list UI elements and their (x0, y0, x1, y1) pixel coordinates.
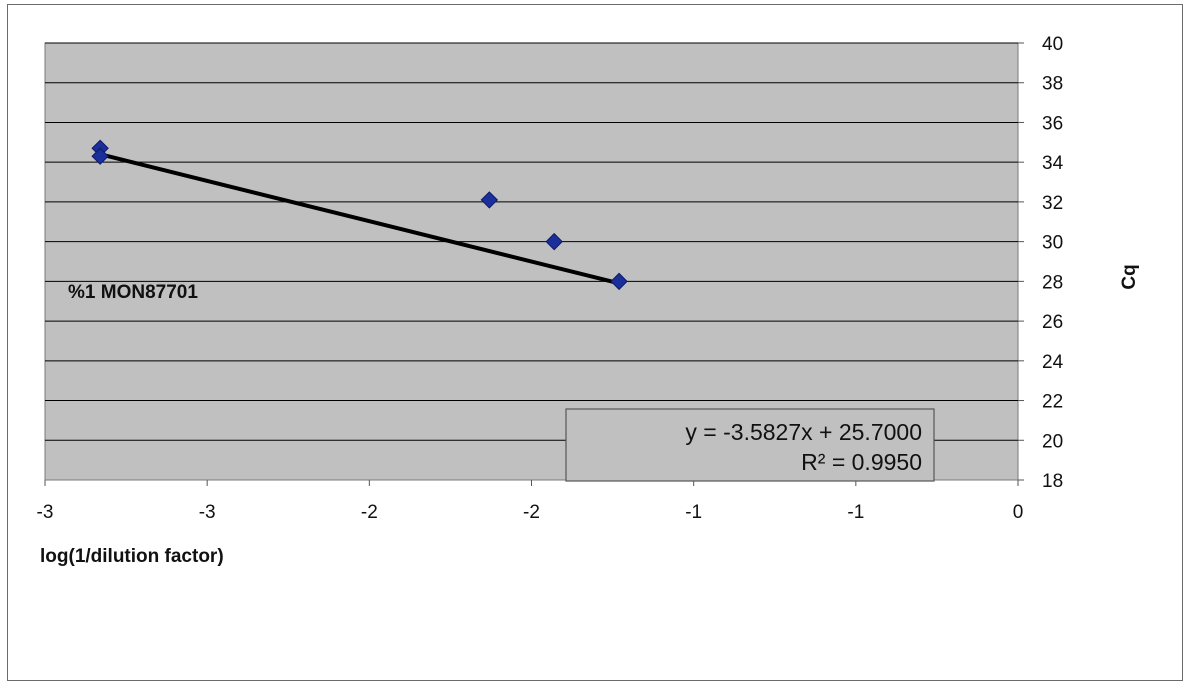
data-points (91, 139, 628, 291)
y-tick-label: 24 (1042, 352, 1064, 373)
y-axis-ticks: 18 20 22 24 26 28 30 32 34 36 38 40 (1018, 34, 1064, 492)
y-tick-label: 38 (1042, 74, 1063, 95)
x-tick-label: 0 (1013, 502, 1024, 523)
y-tick-label: 20 (1042, 431, 1063, 452)
y-tick-label: 26 (1042, 312, 1063, 333)
y-tick-label: 32 (1042, 193, 1063, 214)
x-tick-label: -3 (199, 502, 216, 523)
x-tick-label: -2 (361, 502, 378, 523)
y-tick-label: 34 (1042, 153, 1064, 174)
x-tick-label: -1 (685, 502, 702, 523)
x-tick-label: -2 (523, 502, 540, 523)
gridlines (45, 42, 1018, 441)
y-tick-label: 36 (1042, 113, 1063, 134)
series-label: %1 MON87701 (68, 282, 198, 303)
y-axis-title: Cq (1119, 264, 1140, 289)
x-axis-title: log(1/dilution factor) (40, 546, 224, 567)
trendline (99, 152, 620, 286)
y-tick-label: 22 (1042, 392, 1063, 413)
data-point (91, 147, 109, 165)
data-point (545, 232, 563, 251)
x-axis-ticks: -3 -3 -2 -2 -1 -1 0 (37, 480, 1024, 523)
x-tick-label: -3 (37, 502, 54, 523)
trendline-equation: y = -3.5827x + 25.7000 (685, 419, 922, 445)
y-tick-label: 40 (1042, 34, 1063, 55)
data-point (480, 191, 499, 209)
x-tick-label: -1 (847, 502, 864, 523)
y-tick-label: 30 (1042, 233, 1063, 254)
y-tick-label: 18 (1042, 471, 1063, 492)
y-tick-label: 28 (1042, 272, 1063, 293)
equation-box (565, 408, 935, 482)
data-point (610, 272, 628, 291)
r-squared-label: R² = 0.9950 (801, 449, 922, 475)
